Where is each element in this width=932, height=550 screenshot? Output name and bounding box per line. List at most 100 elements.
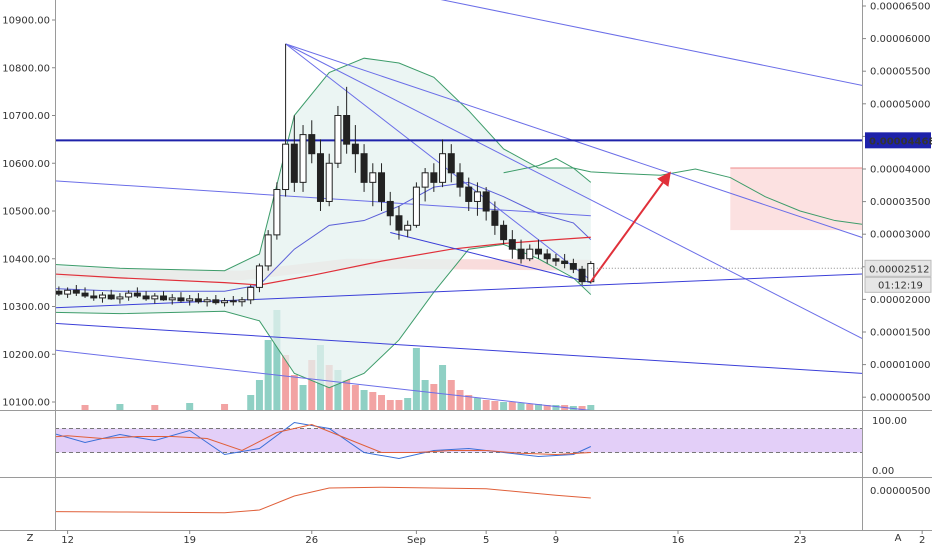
oscillator-d-line [55,423,591,456]
candle-body [561,260,569,265]
volume-bar [482,400,490,410]
candle-body [30,292,36,296]
countdown-badge [864,276,932,293]
candle-body [412,186,420,226]
candle-body [107,294,115,300]
candle-body [404,224,412,231]
candle [38,285,44,297]
left-tick-label: 10800.00 [2,63,50,74]
volume-bar [186,403,194,410]
trendline [390,232,591,284]
candle [404,220,412,238]
candle [194,293,202,304]
candle-body [500,224,508,241]
candle-body [238,299,246,303]
candle-body [125,292,133,298]
trendline [55,322,862,374]
candle [72,285,80,296]
candle-body [569,263,577,270]
volume-bar [465,395,473,410]
last-price-label: 0.00002512 [869,264,929,275]
volume-bar [360,390,368,410]
candle [273,182,281,240]
candle [151,293,159,304]
last-price-badge [864,259,932,277]
candle-body [282,143,290,191]
forecast-zone [730,168,862,231]
corner-label-right: A [895,533,902,544]
candle [64,287,72,298]
volume-bar [264,340,272,410]
candle-body [447,153,455,174]
candle [212,295,220,305]
candle-body [151,295,159,300]
candle [177,292,185,303]
time-tick-label: 5 [483,535,489,546]
candle-body [64,289,72,295]
candle-body [543,253,551,260]
candle-body [534,248,542,255]
candle-body [386,200,394,217]
candle [491,201,499,235]
time-tick-label: Sep [407,535,426,546]
candle-body [378,172,386,202]
candle [98,292,106,303]
volume-bar [587,405,595,410]
candle [412,182,420,228]
main-panel[interactable] [0,0,932,450]
candle-body [508,239,516,250]
volume-bar [569,406,577,410]
candle-body [186,298,194,302]
time-tick-label: 16 [672,535,685,546]
candle [290,115,298,192]
osc-tick-label: 0.00 [872,466,894,477]
candle-body [247,286,255,301]
lower-indicator-panel[interactable] [0,486,591,514]
oscillator-panel[interactable] [0,421,862,460]
volume-bar [273,310,281,410]
candle-body [116,296,124,300]
candle-body [133,292,141,297]
candle-body [465,186,473,202]
candle-body [351,143,359,155]
candle [4,292,10,302]
candle-body [177,297,185,302]
candle [221,297,229,307]
candle-body [439,153,447,183]
candle-body [4,295,10,298]
right-tick-label: 0.00006000 [870,34,930,45]
candle-body [491,210,499,226]
candle [12,290,18,301]
volume-bar [412,348,420,410]
candle [517,239,525,264]
right-tick-label: 0.00003500 [870,197,930,208]
candle [238,296,246,307]
band-upper-line [55,57,592,272]
candle [569,258,577,274]
volume-bar [456,390,464,410]
candle [160,291,168,301]
candle-body [212,299,220,304]
volume-bar [508,402,516,410]
candle [308,120,316,164]
volume-bar [247,395,255,410]
candle-body [72,289,80,294]
trendline [285,43,862,340]
candle [552,253,560,266]
right-tick-label: 0.00003000 [870,230,930,241]
right-tick-label: 0.00001000 [870,360,930,371]
candle-body [334,115,342,164]
volume-bar [221,404,229,410]
right-tick-label: 0.00001500 [870,328,930,339]
candle-body [221,300,229,304]
candle [299,125,307,192]
candle-body [308,134,316,155]
candle [473,182,481,216]
right-tick-label: 0.00002000 [870,295,930,306]
candle-body [517,248,525,260]
candle [316,139,324,211]
volume-bar [81,405,89,410]
volume-bar [578,406,586,410]
